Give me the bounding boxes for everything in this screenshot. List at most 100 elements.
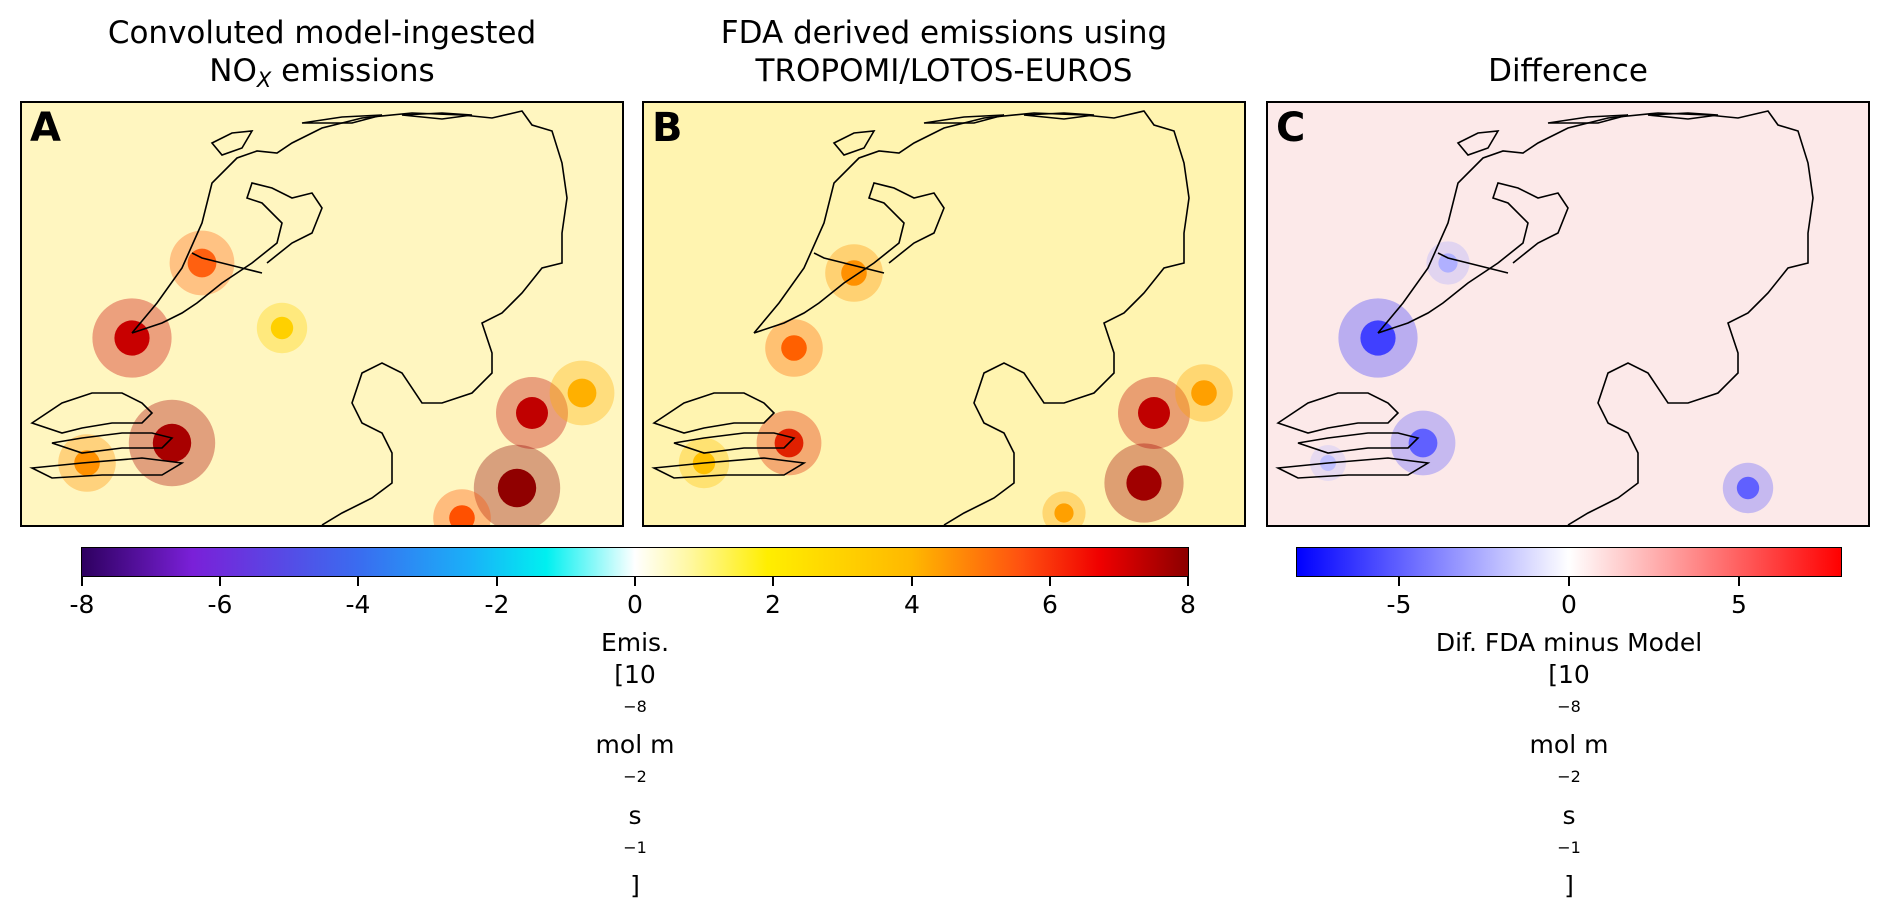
unit-exponent: −2 — [623, 767, 647, 787]
difference-colorbar — [1296, 547, 1842, 577]
emis-tick-label: -6 — [207, 590, 233, 619]
emission-colorbar — [81, 547, 1189, 577]
border-line — [652, 392, 776, 434]
border-line — [673, 432, 796, 454]
border-line — [1377, 182, 1569, 334]
emis-tick-label: 4 — [904, 590, 920, 619]
hotspot — [152, 423, 192, 463]
difference-colorbar-label: Dif. FDA minus Model [10 −8 mol m −2 s −1] — [1269, 627, 1869, 902]
hotspot — [1408, 428, 1438, 458]
panel-b-title-line2: TROPOMI/LOTOS-EUROS — [755, 53, 1133, 89]
panel-label-c: C — [1276, 105, 1306, 151]
emis-tick-label: -8 — [69, 590, 95, 619]
unit-part: mol m — [595, 730, 675, 760]
diff-tick — [1568, 577, 1570, 586]
unit-exponent: −1 — [1557, 837, 1581, 857]
border-line — [301, 114, 383, 124]
panel-a-title: Convoluted model-ingested NOX emissions — [20, 14, 624, 99]
emis-tick — [219, 577, 221, 586]
unit-part: [10 — [614, 660, 656, 689]
emission-colorbar-label: Emis. [10 −8 mol m −2 s −1] — [335, 627, 935, 902]
border-line — [1276, 392, 1400, 434]
unit-part: s — [1562, 800, 1576, 830]
emis-tick-label: -4 — [345, 590, 371, 619]
border-line — [1456, 130, 1500, 156]
diff-tick-label: 5 — [1731, 590, 1747, 619]
emis-tick — [496, 577, 498, 586]
panel-a-title-emissions: emissions — [271, 53, 435, 89]
border-line — [1547, 114, 1629, 124]
border-line — [29, 457, 185, 479]
hotspot — [516, 397, 548, 429]
emis-tick-label: 2 — [765, 590, 781, 619]
map-panel-c: C — [1266, 101, 1870, 527]
hotspot — [1126, 465, 1162, 501]
unit-part: s — [628, 800, 642, 830]
hotspot — [1360, 320, 1396, 356]
border-line — [753, 110, 1190, 525]
coastline-c — [1275, 110, 1814, 525]
border-line — [401, 112, 473, 120]
border-line — [131, 182, 323, 334]
hotspot — [1736, 476, 1760, 500]
diff-tick — [1738, 577, 1740, 586]
border-line — [1023, 112, 1095, 120]
emission-map-a — [22, 103, 622, 525]
hotspot — [270, 316, 294, 340]
border-line — [1647, 112, 1719, 120]
border-line — [210, 130, 254, 156]
panel-a-title-line1: Convoluted model-ingested — [107, 15, 537, 51]
hotspot — [497, 468, 537, 508]
heatmap-c — [1310, 241, 1774, 514]
panel-b-title-line1: FDA derived emissions using — [720, 15, 1168, 51]
border-line — [753, 182, 945, 334]
panel-a-title-subscript: X — [256, 68, 272, 92]
difference-colorbar-label-line1: Dif. FDA minus Model — [1435, 628, 1703, 657]
emis-tick — [634, 577, 636, 586]
border-line — [651, 457, 807, 479]
hotspot — [567, 378, 597, 408]
border-line — [1297, 432, 1420, 454]
emission-colorbar-label-line1: Emis. — [600, 628, 670, 657]
panel-label-b: B — [652, 105, 683, 151]
panel-a-title-no: NO — [209, 53, 257, 89]
hotspot — [781, 335, 807, 361]
emis-tick-label: -2 — [484, 590, 510, 619]
diff-tick-label: -5 — [1386, 590, 1412, 619]
unit-exponent: −1 — [623, 837, 647, 857]
emission-colorbar-label-units: [10 −8 mol m −2 s −1] — [335, 659, 935, 902]
hotspot — [1191, 380, 1217, 406]
border-line — [832, 130, 876, 156]
unit-part: ] — [1564, 870, 1574, 900]
unit-part: [10 — [1548, 660, 1590, 689]
unit-part: mol m — [1529, 730, 1609, 760]
emis-tick — [81, 577, 83, 586]
hotspot — [1438, 253, 1458, 273]
hotspot — [1138, 397, 1170, 429]
emis-tick — [772, 577, 774, 586]
panel-a-title-line2: NOX emissions — [20, 52, 624, 99]
map-panel-b: B — [642, 101, 1246, 527]
border-line — [1377, 110, 1814, 525]
border-line — [191, 252, 263, 274]
border-line — [923, 114, 1005, 124]
coastline-b — [651, 110, 1190, 525]
hotspot — [187, 248, 217, 278]
emis-tick-label: 6 — [1042, 590, 1058, 619]
emis-tick — [1049, 577, 1051, 586]
coastline-a — [29, 110, 568, 525]
emis-tick — [911, 577, 913, 586]
panel-label-a: A — [30, 105, 61, 151]
unit-exponent: −8 — [1557, 697, 1581, 716]
emis-tick-label: 8 — [1180, 590, 1196, 619]
hotspot — [1054, 503, 1074, 523]
hotspot — [114, 320, 150, 356]
emis-tick-label: 0 — [627, 590, 643, 619]
difference-map-c — [1268, 103, 1868, 525]
diff-tick — [1398, 577, 1400, 586]
diff-tick-label: 0 — [1561, 590, 1577, 619]
border-line — [1437, 252, 1509, 274]
unit-part: ] — [630, 870, 640, 900]
heatmap-a — [58, 230, 615, 525]
border-line — [131, 110, 568, 525]
